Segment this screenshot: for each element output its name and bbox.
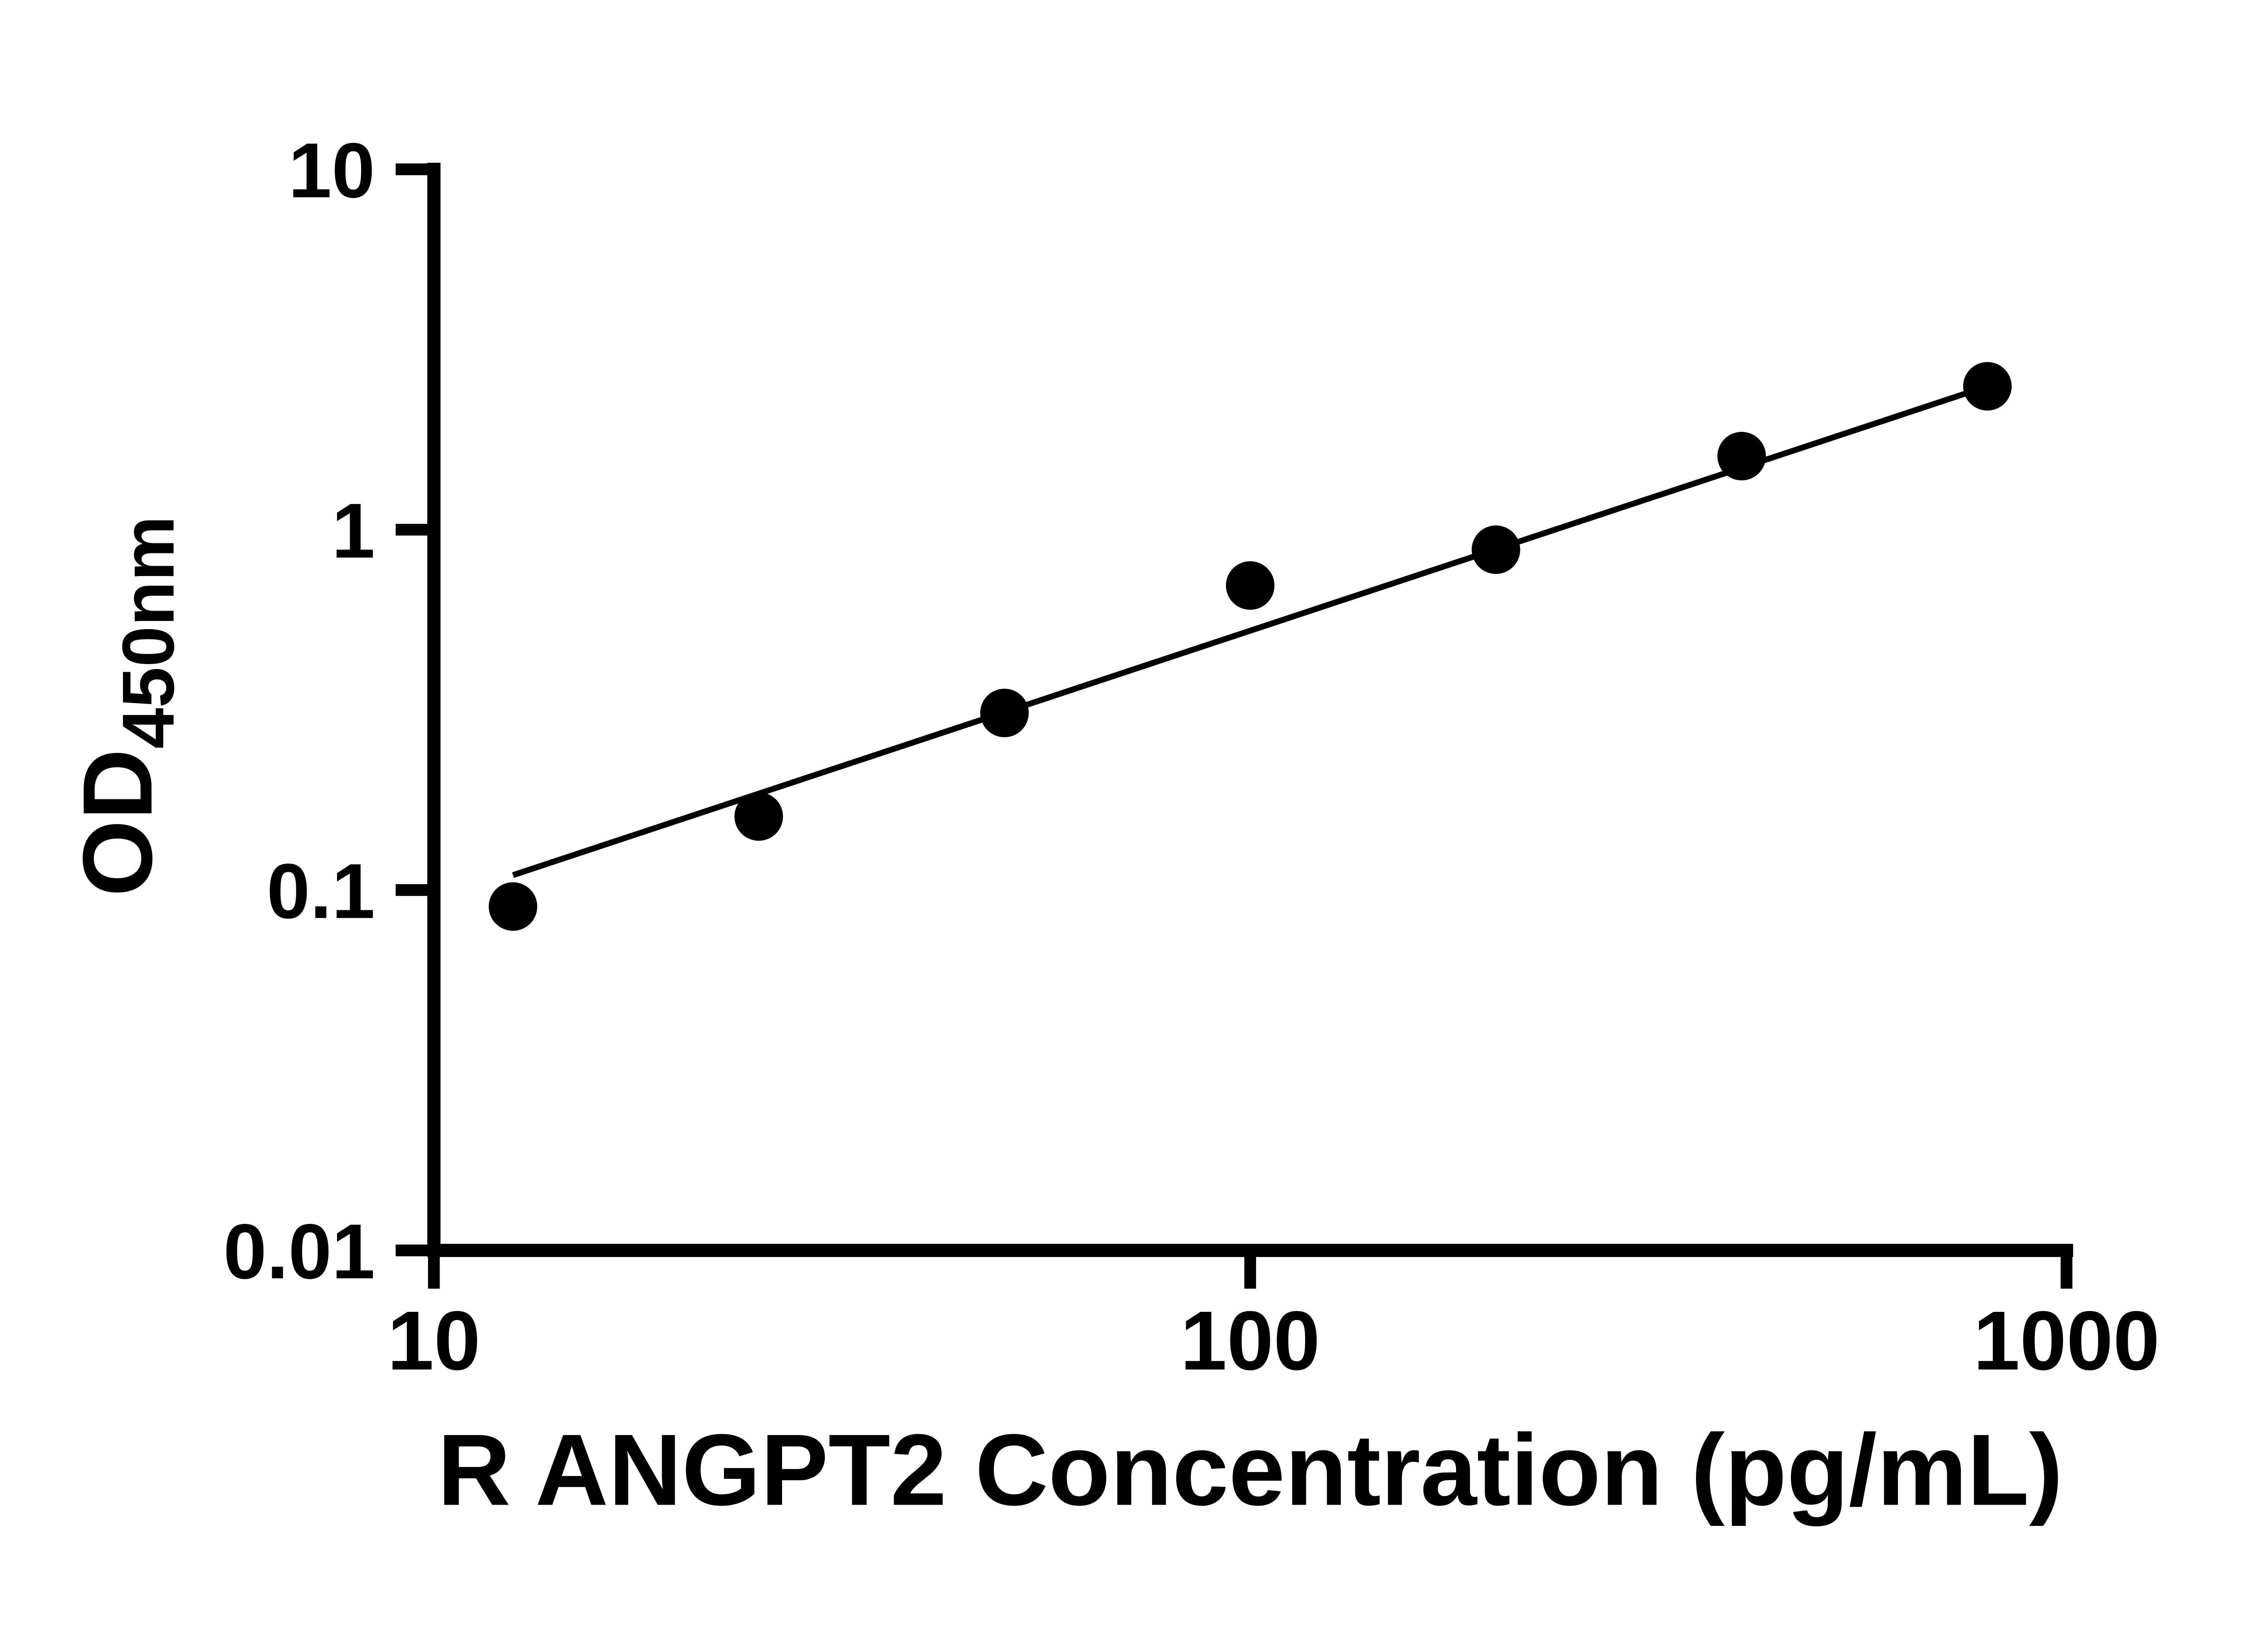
x-tick-label: 100 <box>1180 1294 1320 1388</box>
y-axis-title: OD450nm <box>63 516 190 897</box>
y-tick-label: 10 <box>288 127 375 214</box>
y-tick-label: 0.1 <box>267 848 375 935</box>
data-point <box>1717 432 1766 481</box>
data-point <box>1226 561 1275 610</box>
y-axis-title-subscript: 450nm <box>108 516 190 749</box>
y-axis-title-main: OD <box>63 749 173 897</box>
data-point <box>1963 362 2012 411</box>
trend-line <box>512 383 1989 878</box>
x-tick-label: 10 <box>387 1294 481 1388</box>
x-axis-title: R ANGPT2 Concentration (pg/mL) <box>437 1413 2063 1527</box>
data-point <box>489 882 538 931</box>
x-tick-label: 1000 <box>1973 1294 2160 1388</box>
y-tick-label: 1 <box>332 487 375 574</box>
data-point <box>734 792 783 841</box>
y-tick-label: 0.01 <box>223 1208 375 1295</box>
data-point <box>980 689 1029 738</box>
data-point <box>1471 525 1520 574</box>
